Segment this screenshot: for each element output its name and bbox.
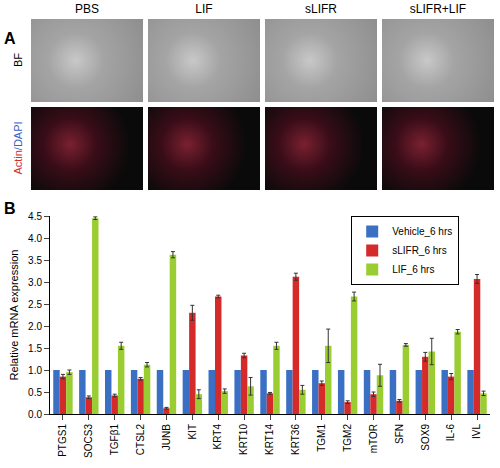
svg-text:4.0: 4.0 [28,233,42,244]
svg-text:2.5: 2.5 [28,299,42,310]
svg-text:1.5: 1.5 [28,343,42,354]
svg-text:1.0: 1.0 [28,365,42,376]
html-text:sLIFR+LIF: sLIFR+LIF [409,2,467,16]
html-text:BF: BF [11,52,23,67]
html-text:/DAPI: /DAPI [11,120,23,150]
svg-text:SOX9: SOX9 [420,424,431,451]
svg-text:KRT4: KRT4 [212,424,223,450]
svg-text:sLIFR_6 hrs: sLIFR_6 hrs [392,245,446,256]
svg-text:TGFβ1: TGFβ1 [109,424,120,456]
html-text:A: A [4,30,16,47]
svg-text:Vehicle_6 hrs: Vehicle_6 hrs [392,226,452,237]
svg-text:KRT10: KRT10 [238,424,249,455]
svg-text:3.0: 3.0 [28,277,42,288]
svg-text:Relative mRNA expression: Relative mRNA expression [8,250,20,381]
svg-text:2.0: 2.0 [28,321,42,332]
svg-text:0.0: 0.0 [28,409,42,420]
svg-text:LIF_6 hrs: LIF_6 hrs [392,264,434,275]
svg-text:mTOR: mTOR [368,424,379,453]
svg-text:0.5: 0.5 [28,387,42,398]
svg-text:3.5: 3.5 [28,255,42,266]
html-text:PBS: PBS [75,2,99,16]
svg-text:CTSL2: CTSL2 [135,424,146,456]
svg-text:SFN: SFN [394,424,405,444]
svg-text:IVL: IVL [471,424,482,439]
html-text:sLIFR: sLIFR [305,2,337,16]
html-text:B: B [4,200,16,217]
svg-text:SOCS3: SOCS3 [83,424,94,458]
svg-text:KRT36: KRT36 [290,424,301,455]
html-text:LIF: LIF [195,2,213,16]
html-text:Actin: Actin [11,149,23,175]
svg-text:KRT14: KRT14 [264,424,275,455]
svg-text:IL-6: IL-6 [445,424,456,442]
svg-text:4.5: 4.5 [28,211,42,222]
svg-text:PTGS1: PTGS1 [57,424,68,457]
svg-text:KIT: KIT [187,424,198,440]
svg-text:JUNB: JUNB [161,424,172,450]
svg-text:TGM2: TGM2 [342,424,353,452]
svg-text:TGM1: TGM1 [316,424,327,452]
